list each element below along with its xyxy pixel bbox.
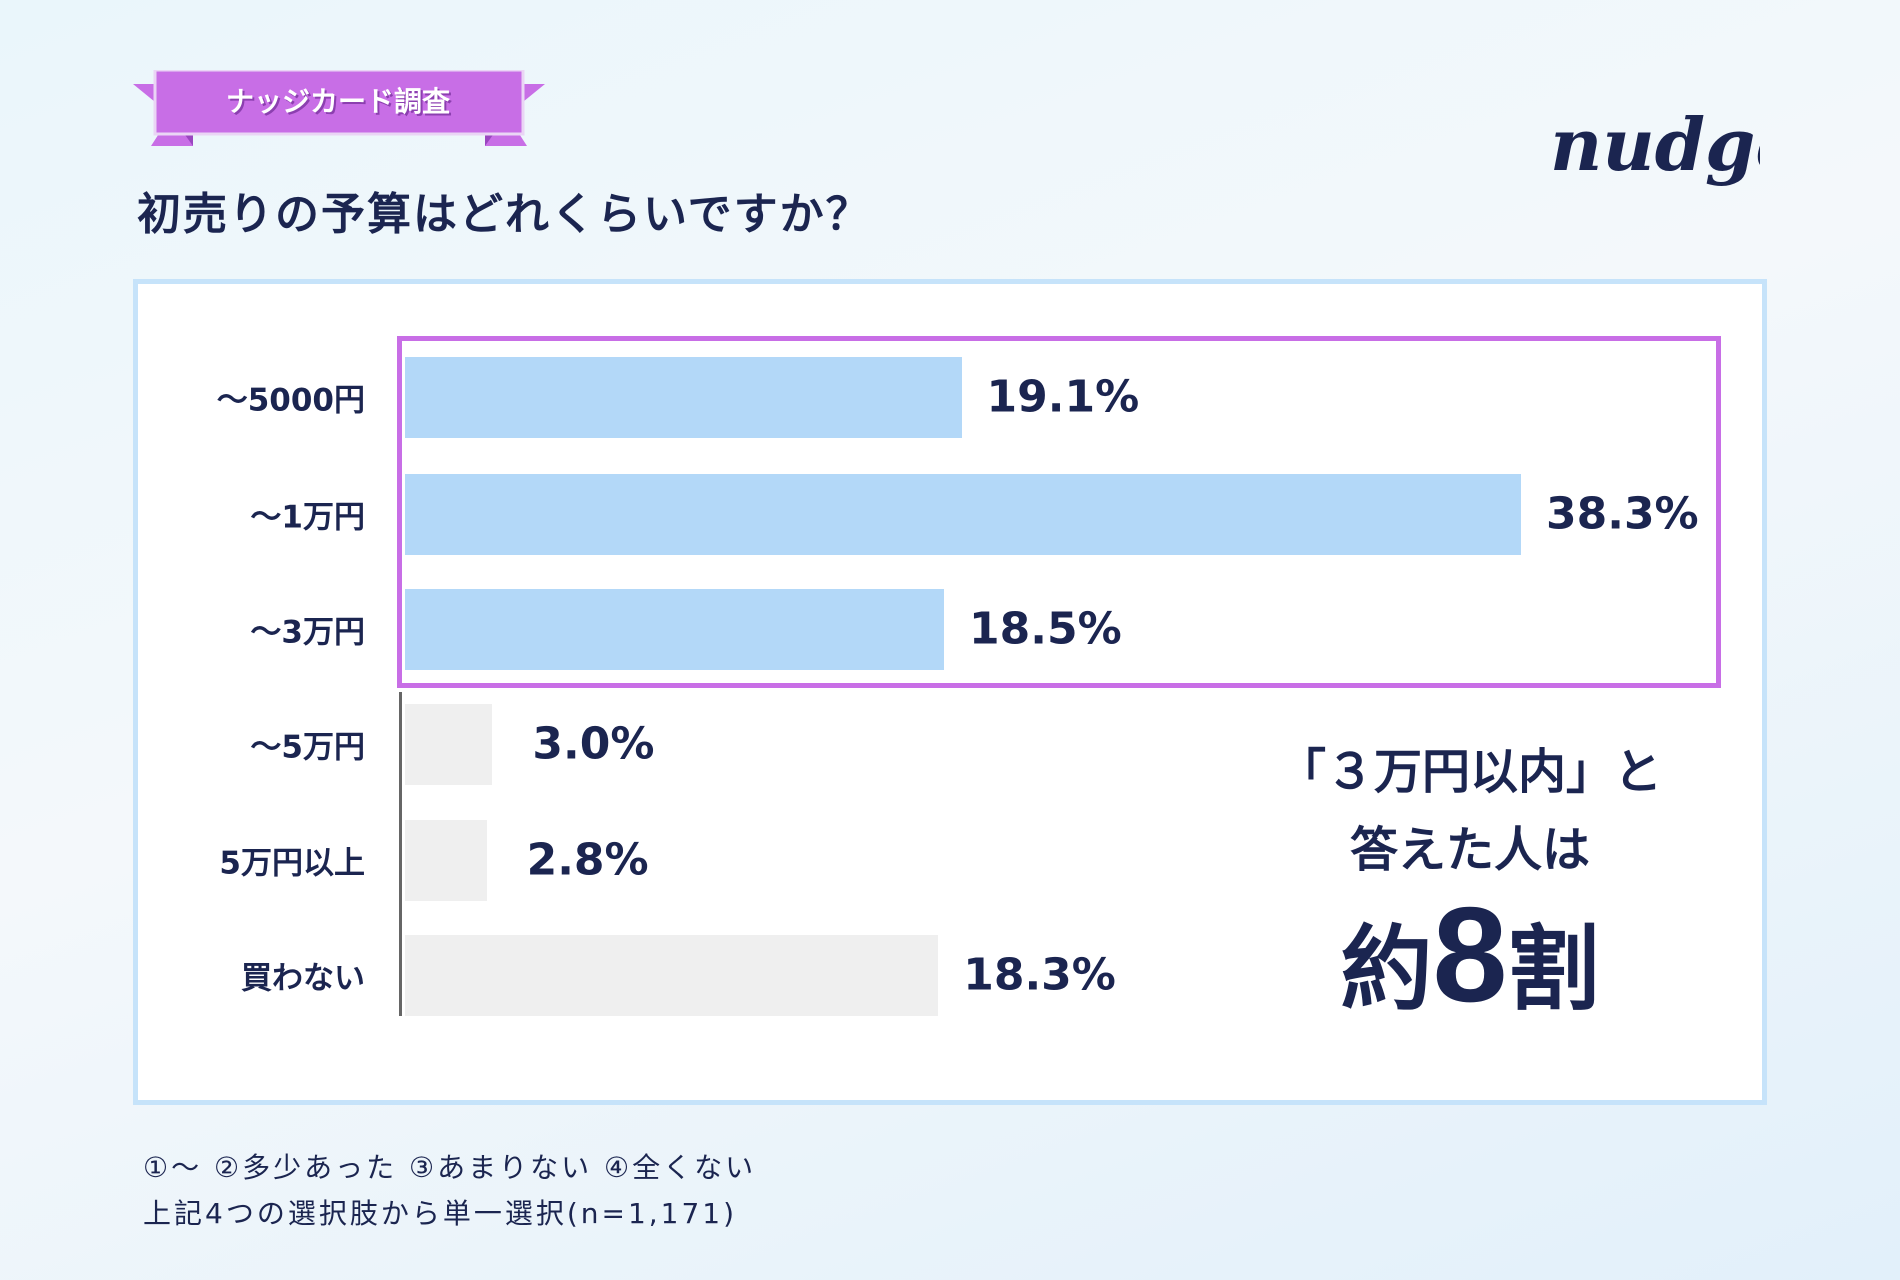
bar [405, 474, 1521, 555]
category-label: ～5000円 [216, 382, 365, 419]
value-label: 38.3% [1546, 488, 1699, 540]
survey-banner [133, 70, 545, 146]
category-label: ～3万円 [250, 614, 365, 651]
category-label: 買わない [241, 960, 365, 997]
value-label: 18.5% [969, 603, 1122, 655]
page-title: 初売りの予算はどれくらいですか？ [137, 189, 872, 240]
bar [405, 589, 945, 670]
annotation-line1: 「３万円以内」と [1277, 744, 1662, 800]
category-label: ～1万円 [250, 499, 365, 536]
banner-label: ナッジカード調査 [225, 85, 450, 118]
highlight-frame [397, 336, 1721, 688]
annotation-prefix: 約 [1340, 916, 1433, 1023]
annotation-number: 8 [1432, 879, 1508, 1030]
nudge-logo: nudge [1550, 102, 1760, 187]
annotation-result: 約8割 [1220, 885, 1720, 1066]
annotation-line2: 答えた人は [1349, 822, 1590, 878]
footnote-line2: 上記4つの選択肢から単一選択(n=1,171) [143, 1197, 738, 1230]
bar [405, 357, 962, 438]
bar [405, 935, 939, 1016]
category-label: ～5万円 [250, 729, 365, 766]
value-label: 2.8% [526, 834, 649, 886]
annotation-suffix: 割 [1507, 916, 1600, 1023]
value-label: 18.3% [963, 949, 1116, 1001]
footnote: ①～ ②多少あった ③あまりない ④全くない 上記4つの選択肢から単一選択(n=… [143, 1145, 756, 1237]
value-label: 19.1% [986, 371, 1140, 423]
footnote-line1: ①～ ②多少あった ③あまりない ④全くない [143, 1151, 757, 1184]
value-label: 3.0% [532, 718, 655, 770]
bar [405, 820, 487, 901]
y-axis-line [399, 692, 402, 1016]
category-label: 5万円以上 [219, 845, 365, 882]
bar [405, 704, 493, 785]
svg-text:nudge: nudge [1550, 102, 1760, 187]
